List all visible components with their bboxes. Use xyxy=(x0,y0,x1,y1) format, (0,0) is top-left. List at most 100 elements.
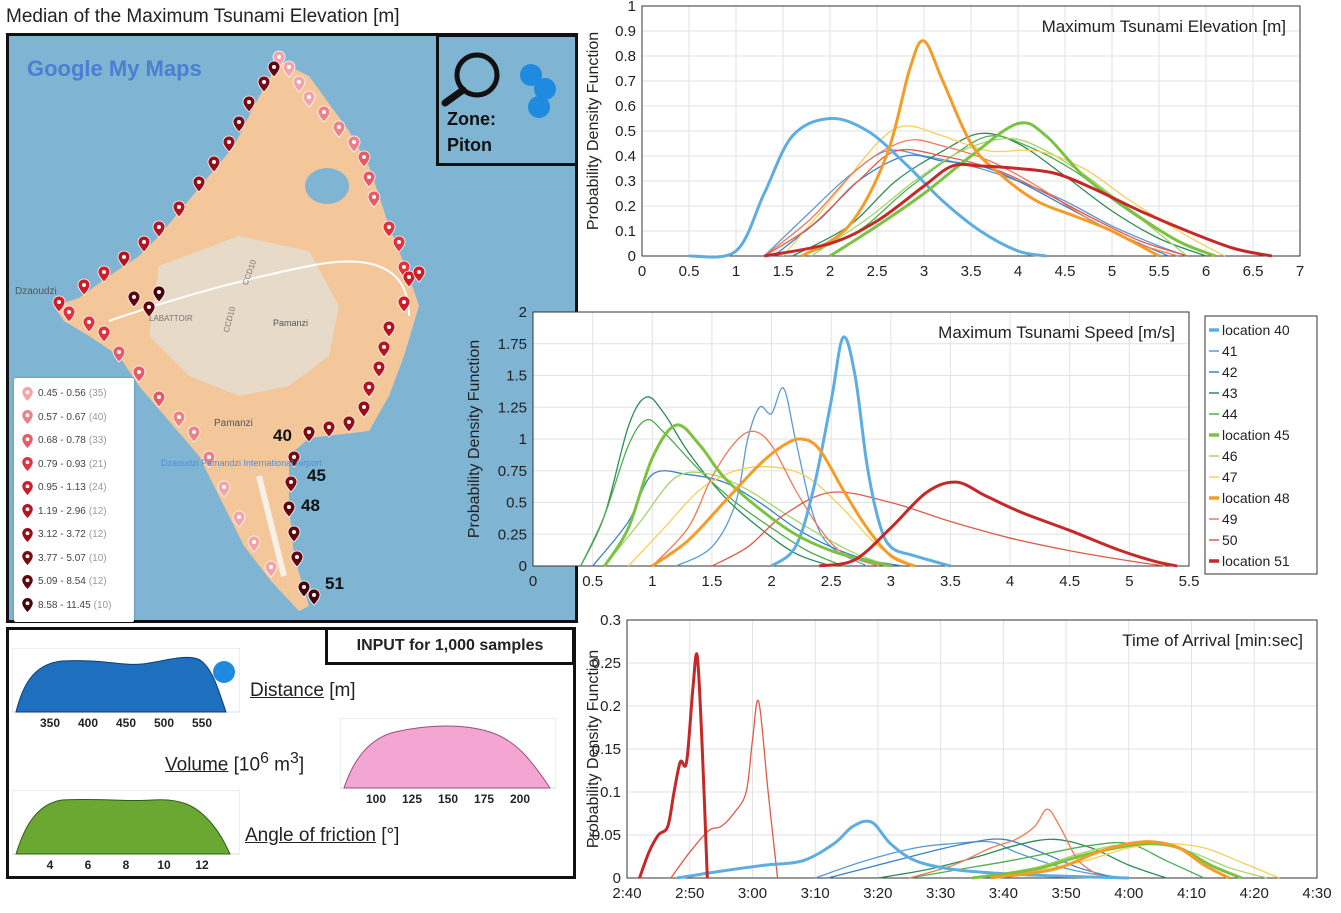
legend-item: 3.12 - 3.72 (12) xyxy=(14,523,134,547)
input-tick-label: 10 xyxy=(157,858,171,872)
y-tick-label: 0 xyxy=(519,558,527,575)
map-pin[interactable] xyxy=(292,75,306,93)
map-pin[interactable] xyxy=(347,135,361,153)
input-tick-label: 125 xyxy=(402,792,422,806)
map-pin[interactable] xyxy=(142,300,156,318)
map-pin[interactable] xyxy=(172,200,186,218)
map-pin[interactable] xyxy=(202,450,216,468)
map-pin[interactable] xyxy=(290,550,304,568)
legend-box xyxy=(1204,315,1318,575)
x-tick-label: 2.5 xyxy=(867,263,888,280)
map-pin[interactable] xyxy=(222,135,236,153)
map-pin[interactable] xyxy=(284,475,298,493)
map-pin[interactable] xyxy=(282,60,296,78)
legend-count: (10) xyxy=(88,552,107,564)
map-pin[interactable] xyxy=(357,400,371,418)
friction-distribution: 4 6 8 10 12 xyxy=(12,790,240,872)
map-pin[interactable] xyxy=(82,315,96,333)
map-pin[interactable] xyxy=(137,235,151,253)
map-pin[interactable] xyxy=(297,580,311,598)
x-tick-label: 3:50 xyxy=(1051,885,1080,902)
legend-range: 0.57 - 0.67 xyxy=(38,411,86,423)
y-tick-label: 0.1 xyxy=(600,784,621,801)
legend-count: (12) xyxy=(88,576,107,588)
x-tick-label: 1.5 xyxy=(701,573,722,590)
series-line xyxy=(603,423,892,568)
y-axis-label: Probability Density Function xyxy=(466,340,483,538)
map-pin[interactable] xyxy=(302,90,316,108)
map-pin[interactable] xyxy=(382,320,396,338)
map-pin[interactable] xyxy=(372,360,386,378)
map-pin[interactable] xyxy=(332,120,346,138)
map-pin[interactable] xyxy=(247,535,261,553)
y-tick-label: 2 xyxy=(519,304,527,321)
legend-range: 0.45 - 0.56 xyxy=(38,388,86,400)
series-line xyxy=(909,808,1105,879)
map-pin[interactable] xyxy=(62,305,76,323)
legend-count: (12) xyxy=(88,505,107,517)
map-pin[interactable] xyxy=(257,75,271,93)
map-pin[interactable] xyxy=(267,60,281,78)
map-pin[interactable] xyxy=(377,340,391,358)
map-pin[interactable] xyxy=(152,390,166,408)
map-pin[interactable] xyxy=(152,220,166,238)
map-pin[interactable] xyxy=(172,410,186,428)
map-pin[interactable] xyxy=(97,325,111,343)
map-pin[interactable] xyxy=(382,220,396,238)
map-pin[interactable] xyxy=(192,175,206,193)
marker-pins xyxy=(52,50,426,606)
map-pin[interactable] xyxy=(412,265,426,283)
map-pin[interactable] xyxy=(362,170,376,188)
map-pin[interactable] xyxy=(282,500,296,518)
map-pin[interactable] xyxy=(232,115,246,133)
map-pin[interactable] xyxy=(217,480,231,498)
map-pin[interactable] xyxy=(357,150,371,168)
map-pin[interactable] xyxy=(362,380,376,398)
y-tick-label: 0.15 xyxy=(592,741,621,758)
series-line xyxy=(877,838,1167,879)
map-pin[interactable] xyxy=(242,95,256,113)
map-pin[interactable] xyxy=(287,450,301,468)
legend-range: 3.77 - 5.07 xyxy=(38,552,86,564)
x-tick-label: 0 xyxy=(529,573,537,590)
legend-item: 0.57 - 0.67 (40) xyxy=(14,406,134,430)
map-pin[interactable] xyxy=(322,420,336,438)
place-label-labattoir: LABATTOIR xyxy=(149,314,193,323)
map-pin[interactable] xyxy=(97,265,111,283)
map-pin[interactable] xyxy=(232,510,246,528)
map-pin[interactable] xyxy=(52,295,66,313)
y-tick-label: 0.3 xyxy=(615,173,636,190)
series-line xyxy=(763,162,1273,258)
location-label-51: 51 xyxy=(325,574,344,593)
map-pin[interactable] xyxy=(342,415,356,433)
map-pin[interactable] xyxy=(207,155,221,173)
input-tick-label: 100 xyxy=(366,792,386,806)
x-tick-label: 3 xyxy=(920,263,928,280)
legend-entry: 43 xyxy=(1222,385,1238,401)
map-pin[interactable] xyxy=(287,525,301,543)
elevation-chart-panel: 0 0.5 1 1.5 2 2.5 3 3.5 4 4.5 5 5.5 6 6.5 7 0 0.1 0.2 0.3 0… xyxy=(580,0,1320,290)
series-line xyxy=(638,652,709,879)
map-pin[interactable] xyxy=(152,285,166,303)
map-pin[interactable] xyxy=(264,560,278,578)
map-pin[interactable] xyxy=(117,250,131,268)
x-tick-label: 1.5 xyxy=(773,263,794,280)
map-pin[interactable] xyxy=(307,588,321,606)
map-pin[interactable] xyxy=(132,365,146,383)
map-pin[interactable] xyxy=(367,190,381,208)
map-pin[interactable] xyxy=(127,290,141,308)
input-tick-label: 150 xyxy=(438,792,458,806)
series-line xyxy=(580,418,844,567)
map-pin[interactable] xyxy=(302,425,316,443)
series-line xyxy=(627,465,915,567)
map-pin-icon xyxy=(22,433,33,448)
map-pin[interactable] xyxy=(187,425,201,443)
legend-entry: 47 xyxy=(1222,469,1238,485)
urban-area xyxy=(149,236,339,396)
input-tick-label: 400 xyxy=(78,716,98,730)
map-pin[interactable] xyxy=(317,105,331,123)
map-pin[interactable] xyxy=(392,235,406,253)
map-pin[interactable] xyxy=(397,295,411,313)
map-pin[interactable] xyxy=(77,278,91,296)
map-pin[interactable] xyxy=(112,345,126,363)
